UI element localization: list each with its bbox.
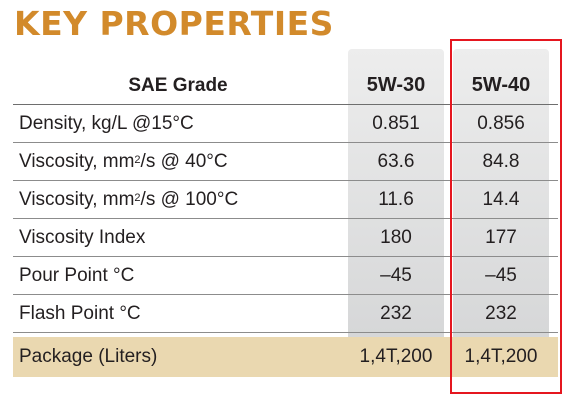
value-5w30: 11.6 [378, 188, 414, 210]
highlight-box-5w40 [450, 39, 562, 394]
table-row-flash-point: Flash Point °C 232 232 [13, 295, 558, 333]
row-label: Density, kg/L @15°C [19, 112, 194, 134]
value-5w30: –45 [380, 264, 412, 286]
row-label-text-suffix: /s @ 40°C [140, 150, 228, 172]
value-5w30: 1,4T,200 [359, 346, 433, 367]
row-label: Viscosity Index [19, 226, 146, 248]
value-5w30: 63.6 [377, 150, 415, 172]
value-5w40: 0.856 [477, 112, 525, 134]
row-label: Flash Point °C [19, 302, 141, 324]
sae-grade-header: SAE Grade [128, 74, 228, 96]
row-label-text: Viscosity, mm [19, 150, 135, 172]
value-5w40: 14.4 [482, 188, 520, 210]
row-label: Pour Point °C [19, 264, 135, 286]
value-5w30: 232 [380, 302, 412, 324]
value-5w40: 232 [485, 302, 517, 324]
row-label: Viscosity, mm 2/s @ 100°C [19, 188, 239, 210]
value-5w40: –45 [485, 264, 517, 286]
table-row-density: Density, kg/L @15°C 0.851 0.856 [13, 105, 558, 143]
value-5w40: 1,4T,200 [464, 346, 538, 367]
value-5w30: 180 [380, 226, 412, 248]
row-label-text-suffix: /s @ 100°C [140, 188, 239, 210]
value-5w40: 177 [485, 226, 517, 248]
table-row-viscosity-100: Viscosity, mm 2/s @ 100°C 11.6 14.4 [13, 181, 558, 219]
table-header-row: SAE Grade 5W-30 5W-40 [13, 67, 558, 105]
properties-table: SAE Grade 5W-30 5W-40 Density, kg/L @15°… [13, 45, 558, 381]
column-5w30-background [348, 49, 444, 337]
table-row-pour-point: Pour Point °C –45 –45 [13, 257, 558, 295]
row-label-text: Viscosity, mm [19, 188, 135, 210]
table-row-viscosity-index: Viscosity Index 180 177 [13, 219, 558, 257]
value-5w30: 0.851 [372, 112, 420, 134]
grade-5w30-header: 5W-30 [366, 74, 426, 96]
page-title: KEY PROPERTIES [14, 4, 334, 43]
value-5w40: 84.8 [482, 150, 520, 172]
column-5w40-background [453, 49, 549, 337]
row-label: Package (Liters) [19, 346, 158, 367]
table-row-package: Package (Liters) 1,4T,200 1,4T,200 [13, 337, 558, 377]
table-row-viscosity-40: Viscosity, mm 2/s @ 40°C 63.6 84.8 [13, 143, 558, 181]
row-label: Viscosity, mm 2/s @ 40°C [19, 150, 228, 172]
grade-5w40-header: 5W-40 [471, 74, 531, 96]
